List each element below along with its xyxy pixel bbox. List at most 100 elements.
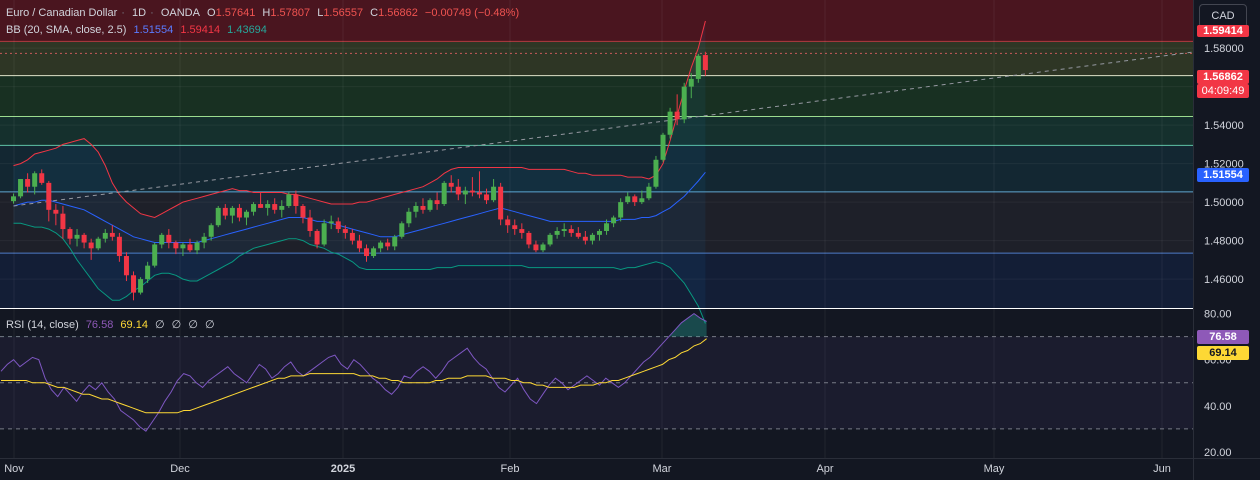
bb-lower-value: 1.43694 xyxy=(227,24,267,36)
candle xyxy=(187,238,193,253)
candle xyxy=(131,271,137,301)
currency-button[interactable]: CAD xyxy=(1199,4,1247,28)
candle-body xyxy=(660,134,666,160)
candle xyxy=(364,244,369,262)
rsi-value: 76.58 xyxy=(85,319,114,331)
time-tick-label-7: Jun xyxy=(1153,463,1171,475)
candle-body xyxy=(74,234,80,239)
bb-label: BB (20, SMA, close, 2.5) xyxy=(6,24,127,36)
candle-body xyxy=(695,55,701,79)
rsi-label: RSI (14, close) xyxy=(6,319,79,331)
candle xyxy=(519,223,525,239)
candle xyxy=(159,232,165,249)
candle xyxy=(448,175,454,193)
bb-basis-value: 1.51554 xyxy=(133,24,174,36)
candle-body xyxy=(681,86,687,120)
rsi-empty-3: ∅ xyxy=(188,319,198,331)
bb-lower-line xyxy=(13,222,706,324)
candle-body xyxy=(18,179,24,197)
candle xyxy=(512,219,518,235)
rsi-empty-4: ∅ xyxy=(204,319,215,331)
candle xyxy=(441,180,447,206)
price-zone-4 xyxy=(0,145,1193,192)
candle-body xyxy=(138,279,144,293)
candle-body xyxy=(455,186,461,195)
close-value: 1.56862 xyxy=(378,7,418,19)
candle-body xyxy=(589,234,595,241)
candle-body xyxy=(95,238,101,249)
bb-basis-line xyxy=(13,171,706,243)
candle-body xyxy=(427,200,433,210)
price-zone-0 xyxy=(0,0,1193,42)
candle-body xyxy=(413,205,419,212)
candle xyxy=(667,107,673,139)
price-tick-label-3: 1.52000 xyxy=(1204,159,1244,171)
candle xyxy=(102,229,108,243)
candle xyxy=(321,219,327,247)
candle xyxy=(194,240,200,255)
candle xyxy=(646,182,652,201)
candle xyxy=(279,200,285,218)
candle-body xyxy=(286,194,292,206)
candle-body xyxy=(279,205,285,210)
symbol-legend[interactable]: Euro / Canadian Dollar · 1D · OANDA O1.576… xyxy=(6,7,520,19)
time-tick-label-4: Mar xyxy=(653,463,672,475)
candle xyxy=(342,225,348,239)
candle-body xyxy=(39,173,45,183)
rsi-legend[interactable]: RSI (14, close) 76.58 69.14 ∅ ∅ ∅ ∅ xyxy=(6,318,219,332)
candle-body xyxy=(604,223,610,231)
candle xyxy=(328,215,334,230)
candle xyxy=(505,215,511,233)
price-zone-1 xyxy=(0,41,1193,76)
candle-body xyxy=(335,221,341,230)
candle xyxy=(32,171,38,195)
candle-body xyxy=(399,223,405,237)
candle-body xyxy=(653,159,659,187)
candle xyxy=(427,198,433,212)
price-zone-2 xyxy=(0,75,1193,117)
candle xyxy=(596,229,602,241)
candle xyxy=(688,73,694,99)
candle xyxy=(286,192,292,208)
open-value: 1.57641 xyxy=(215,7,256,19)
candle-body xyxy=(674,111,680,120)
bb-upper-price-tag: 1.59414 xyxy=(1197,25,1249,37)
candle-body xyxy=(328,221,334,224)
candle xyxy=(11,193,16,204)
price-tick-label-6: 1.58000 xyxy=(1204,43,1244,55)
candle-body xyxy=(342,229,348,233)
open-label: O xyxy=(207,7,216,19)
candle-body xyxy=(469,190,475,193)
candle-body xyxy=(25,179,31,187)
candle xyxy=(243,209,249,226)
candle xyxy=(674,94,680,126)
candle-body xyxy=(448,182,454,187)
candle-body xyxy=(307,217,313,231)
candle xyxy=(406,207,412,228)
candle xyxy=(498,182,504,226)
candle xyxy=(695,53,701,83)
candle xyxy=(173,240,179,255)
candle-body xyxy=(258,204,264,208)
last-price-tag: 1.56862 xyxy=(1197,70,1249,84)
bb-legend[interactable]: BB (20, SMA, close, 2.5) 1.51554 1.59414… xyxy=(6,23,271,37)
price-tick-label-4: 1.54000 xyxy=(1204,120,1244,132)
rsi-price-tag: 76.58 xyxy=(1197,330,1249,344)
candle xyxy=(639,190,645,205)
candle xyxy=(476,171,482,199)
trendline xyxy=(13,42,1260,207)
candle xyxy=(653,155,659,189)
candle-body xyxy=(582,236,588,241)
candle xyxy=(265,200,271,216)
time-tick-label-1: Dec xyxy=(170,463,190,475)
candle-body xyxy=(498,186,504,220)
candle xyxy=(420,198,426,214)
rsi-tick-label-1: 40.00 xyxy=(1204,401,1232,413)
candle xyxy=(356,234,362,253)
interval-label: 1D xyxy=(132,7,147,19)
rsi-empty-1: ∅ xyxy=(155,319,165,331)
candle-body xyxy=(491,186,497,201)
candle xyxy=(392,234,398,251)
